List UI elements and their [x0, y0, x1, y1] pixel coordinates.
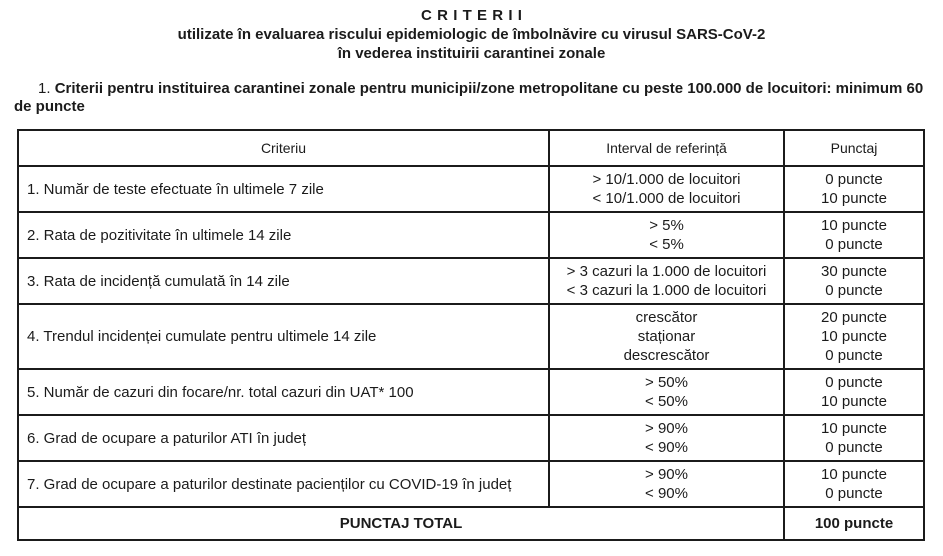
- criteriu-cell: 1. Număr de teste efectuate în ultimele …: [17, 165, 550, 213]
- criteriu-cell: 4. Trendul incidenței cumulate pentru ul…: [17, 303, 550, 370]
- punctaj-cell: 10 puncte 0 puncte: [783, 414, 925, 462]
- total-row: PUNCTAJ TOTAL 100 puncte: [17, 506, 925, 541]
- table-row: 2. Rata de pozitivitate în ultimele 14 z…: [17, 211, 925, 259]
- criteria-table-body: 1. Număr de teste efectuate în ultimele …: [17, 165, 925, 508]
- document-subtitle-line1: utilizate în evaluarea riscului epidemio…: [177, 26, 766, 43]
- intro-text: Criterii pentru instituirea carantinei z…: [14, 80, 924, 115]
- interval-cell: > 90% < 90%: [548, 414, 785, 462]
- criteriu-cell: 3. Rata de incidență cumulată în 14 zile: [17, 257, 550, 305]
- intro-paragraph: 1. Criterii pentru instituirea carantine…: [14, 80, 929, 116]
- table-row: 1. Număr de teste efectuate în ultimele …: [17, 165, 925, 213]
- interval-cell: > 5% < 5%: [548, 211, 785, 259]
- intro-number: 1.: [38, 80, 51, 97]
- interval-cell: crescător staționar descrescător: [548, 303, 785, 370]
- column-header-interval: Interval de referință: [548, 129, 785, 167]
- interval-cell: > 90% < 90%: [548, 460, 785, 508]
- table-row: 4. Trendul incidenței cumulate pentru ul…: [17, 303, 925, 370]
- table-row: 5. Număr de cazuri din focare/nr. total …: [17, 368, 925, 416]
- punctaj-cell: 0 puncte 10 puncte: [783, 165, 925, 213]
- table-row: 3. Rata de incidență cumulată în 14 zile…: [17, 257, 925, 305]
- interval-cell: > 3 cazuri la 1.000 de locuitori < 3 caz…: [548, 257, 785, 305]
- criteriu-cell: 6. Grad de ocupare a paturilor ATI în ju…: [17, 414, 550, 462]
- punctaj-cell: 20 puncte 10 puncte 0 puncte: [783, 303, 925, 370]
- punctaj-cell: 30 puncte 0 puncte: [783, 257, 925, 305]
- document-subtitle-line2: în vederea instituirii carantinei zonale: [337, 45, 606, 62]
- document-title: CRITERII: [421, 7, 528, 24]
- column-header-punctaj: Punctaj: [783, 129, 925, 167]
- punctaj-cell: 10 puncte 0 puncte: [783, 211, 925, 259]
- column-header-criteriu: Criteriu: [17, 129, 550, 167]
- table-header-row: Criteriu Interval de referință Punctaj: [17, 129, 925, 167]
- criteriu-cell: 2. Rata de pozitivitate în ultimele 14 z…: [17, 211, 550, 259]
- table-row: 6. Grad de ocupare a paturilor ATI în ju…: [17, 414, 925, 462]
- criteriu-cell: 5. Număr de cazuri din focare/nr. total …: [17, 368, 550, 416]
- criteria-table: Criteriu Interval de referință Punctaj 1…: [17, 129, 925, 541]
- total-label-cell: PUNCTAJ TOTAL: [17, 506, 785, 541]
- table-row: 7. Grad de ocupare a paturilor destinate…: [17, 460, 925, 508]
- criteriu-cell: 7. Grad de ocupare a paturilor destinate…: [17, 460, 550, 508]
- punctaj-cell: 10 puncte 0 puncte: [783, 460, 925, 508]
- total-value-cell: 100 puncte: [783, 506, 925, 541]
- interval-cell: > 10/1.000 de locuitori < 10/1.000 de lo…: [548, 165, 785, 213]
- interval-cell: > 50% < 50%: [548, 368, 785, 416]
- document-header: CRITERII utilizate în evaluarea riscului…: [0, 0, 943, 63]
- punctaj-cell: 0 puncte 10 puncte: [783, 368, 925, 416]
